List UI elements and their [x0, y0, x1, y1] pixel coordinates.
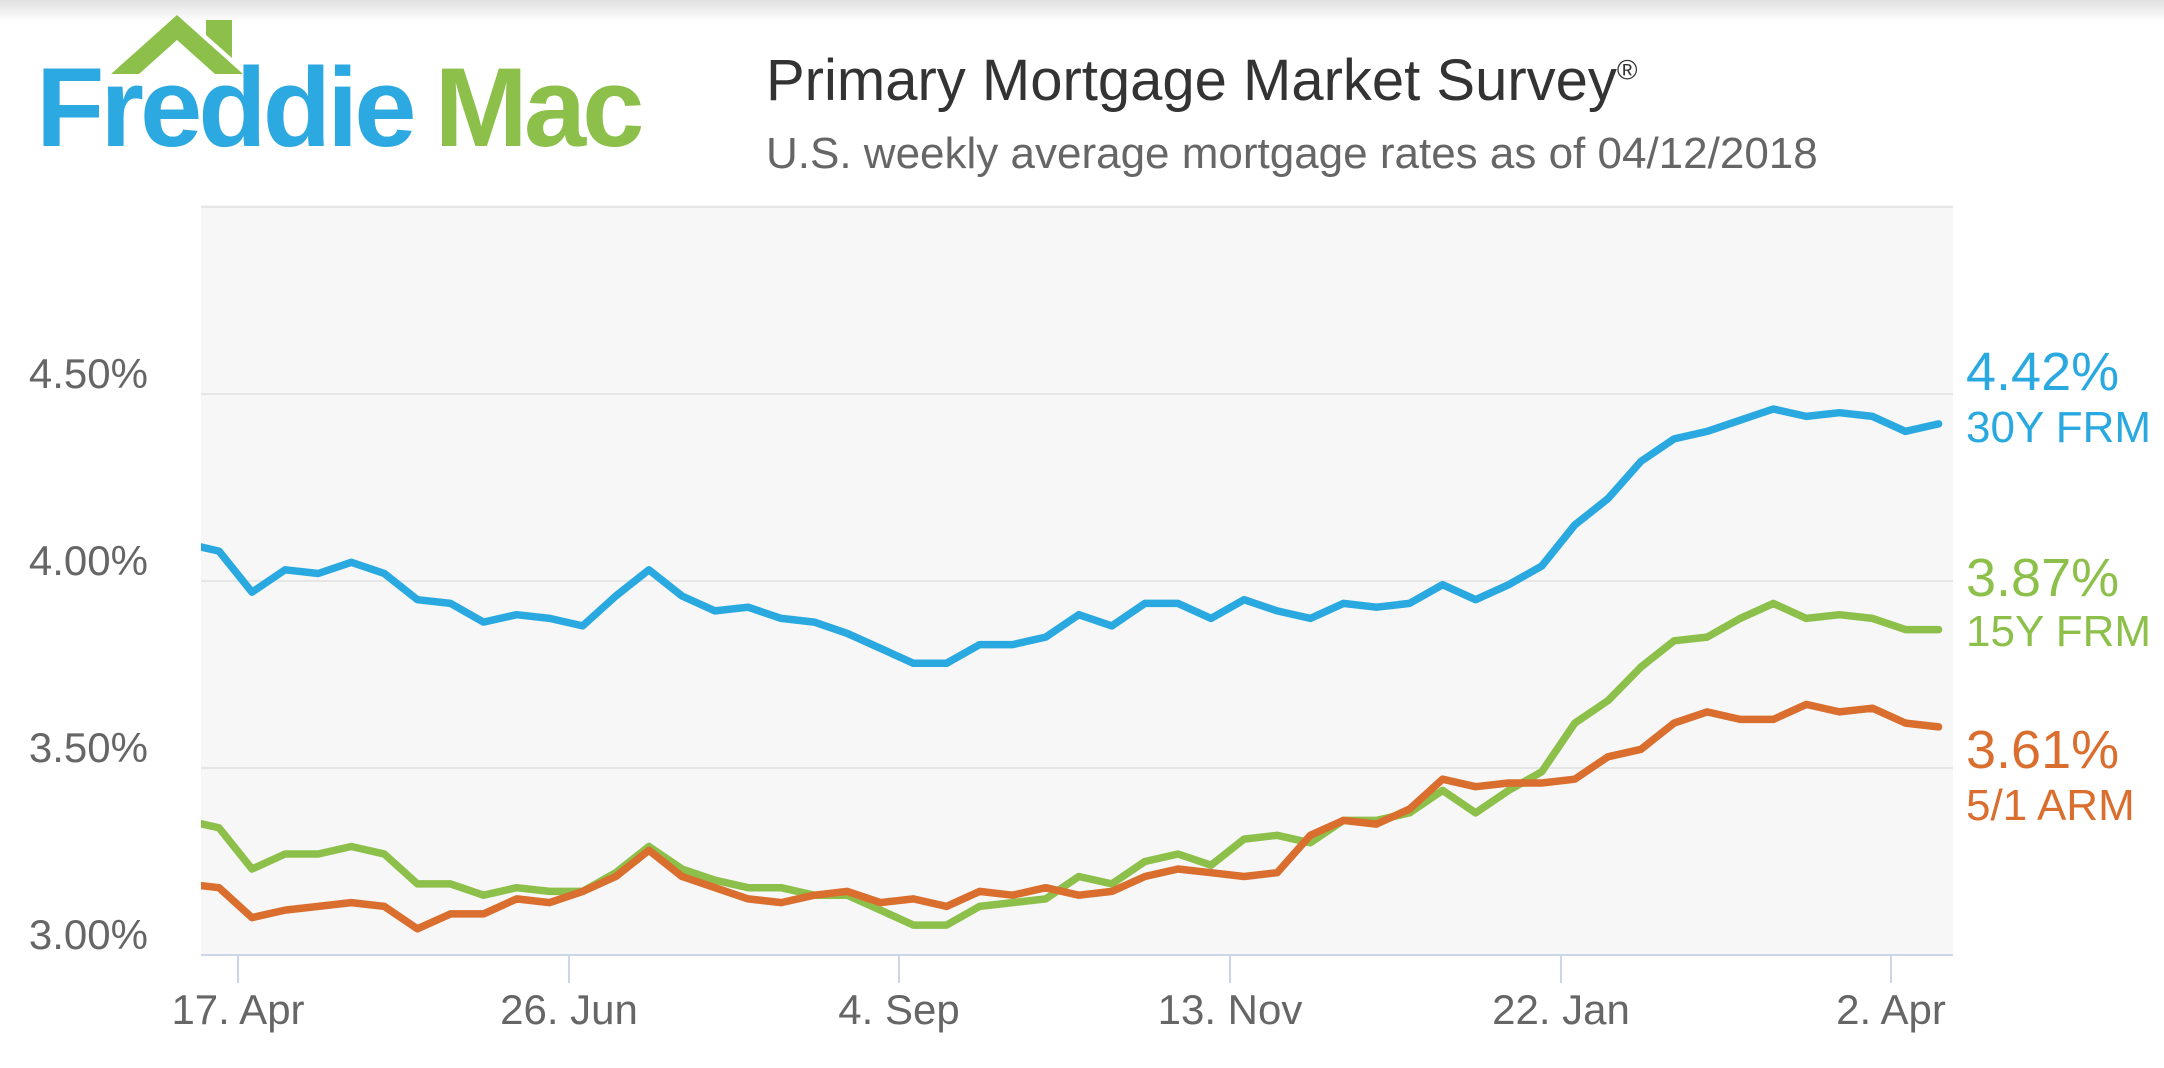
y-tick-4-50: 4.50% [28, 350, 148, 397]
series-name-5-1-arm: 5/1 ARM [1966, 781, 2135, 830]
series-name-15y-frm: 15Y FRM [1966, 607, 2152, 656]
page-top-gradient [0, 0, 2164, 22]
logo-word-freddie: Freddie [36, 45, 417, 170]
title-block: Primary Mortgage Market Survey® U.S. wee… [766, 48, 1818, 179]
roof-chimney [206, 20, 232, 58]
line-5-1-arm [201, 700, 1943, 933]
freddie-mac-roof-icon [111, 15, 243, 74]
x-tick-2-apr: 2. Apr [1836, 986, 1946, 1033]
freddie-mac-logo: Freddie Mac [36, 52, 644, 164]
x-tick-17-apr: 17. Apr [171, 986, 305, 1033]
series-name-30y-frm: 30Y FRM [1966, 403, 2152, 452]
y-tick-4-00: 4.00% [28, 537, 148, 584]
x-axis [201, 954, 1953, 983]
current-rate-5-1-arm: 3.61% [1966, 720, 2120, 780]
roof-chevron [111, 15, 243, 74]
chart-title-text: Primary Mortgage Market Survey [766, 48, 1617, 113]
x-tick-4-sep: 4. Sep [838, 986, 960, 1033]
chart-title: Primary Mortgage Market Survey® [766, 48, 1818, 115]
current-rate-15y-frm: 3.87% [1966, 548, 2120, 608]
y-tick-3-50: 3.50% [28, 724, 148, 771]
x-tick-26-jun: 26. Jun [500, 986, 638, 1033]
registered-trademark-symbol: ® [1616, 54, 1638, 86]
line-30y-frm [201, 405, 1943, 668]
chart-subtitle: U.S. weekly average mortgage rates as of… [766, 128, 1818, 178]
x-tick-13-nov: 13. Nov [1157, 986, 1303, 1033]
y-tick-3-00: 3.00% [28, 911, 148, 958]
current-rate-30y-frm: 4.42% [1966, 342, 2120, 402]
x-tick-22-jan: 22. Jan [1492, 986, 1630, 1033]
logo-word-mac: Mac [434, 45, 645, 170]
y-gridlines [201, 206, 1953, 769]
series-lines [201, 405, 1943, 933]
